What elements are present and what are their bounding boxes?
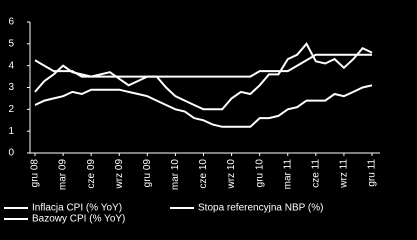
x-tick-label: cze 11 (310, 159, 321, 188)
y-tick-label: 0 (8, 148, 14, 159)
x-tick-label: wrz 09 (114, 159, 125, 190)
x-tick-label: gru 08 (30, 159, 41, 188)
x-tick-label: wrz 11 (339, 159, 350, 189)
legend-label: Inflacja CPI (% YoY) (32, 203, 122, 214)
series-line (34, 53, 372, 78)
page: 0 1 2 3 4 5 6 gru 08 mar 09 cze 09 wrz 09 gru 09 mar… (4, 16, 380, 225)
x-tick-label: cze 10 (198, 159, 209, 189)
y-tick-label: 5 (8, 38, 14, 49)
x-tick-label: mar 09 (58, 159, 69, 191)
x-tick-label: mar 10 (170, 159, 181, 191)
series-line (34, 84, 373, 128)
x-tick-label: cze 09 (86, 159, 97, 189)
y-tick-label: 6 (8, 17, 14, 28)
y-tick-label: 1 (8, 126, 14, 137)
x-tick-label: gru 11 (367, 159, 378, 187)
y-tick-label: 4 (8, 60, 14, 71)
y-tick-label: 2 (8, 104, 14, 115)
x-tick-label: gru 10 (254, 159, 265, 188)
y-tick-label: 3 (8, 82, 14, 93)
x-tick-label: mar 11 (282, 159, 293, 190)
chart: 0 1 2 3 4 5 6 gru 08 mar 09 cze 09 wrz 09 gru 09 mar… (4, 16, 380, 225)
legend-label: Bazowy CPI (% YoY) (32, 214, 125, 225)
x-tick-label: wrz 10 (226, 159, 237, 190)
legend-label: Stopa referencyjna NBP (%) (198, 203, 323, 214)
x-tick-label: gru 09 (142, 159, 153, 188)
